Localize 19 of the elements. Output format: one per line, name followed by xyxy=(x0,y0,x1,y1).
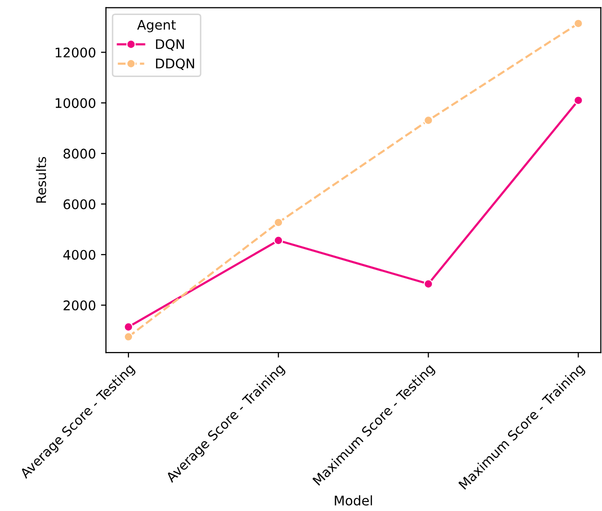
point xyxy=(574,18,583,28)
y-tick-label: 12000 xyxy=(56,48,96,58)
point xyxy=(274,236,284,246)
y-tick-label: 2000 xyxy=(64,300,96,310)
point xyxy=(424,279,434,289)
y-tick-label: 10000 xyxy=(56,98,96,108)
y-tick-label: 4000 xyxy=(63,250,96,260)
x-axis-title: Model xyxy=(334,495,372,506)
point xyxy=(124,332,134,342)
legend-label: DDQN xyxy=(156,58,194,70)
point xyxy=(274,218,284,228)
legend-title: Agent xyxy=(137,20,176,32)
y-axis-title: Results xyxy=(36,156,46,203)
point xyxy=(574,96,583,106)
y-tick-label: 6000 xyxy=(64,199,96,210)
point xyxy=(424,116,434,126)
y-tick-label: 8000 xyxy=(64,148,96,159)
point xyxy=(124,322,134,332)
legend-label: DQN xyxy=(156,39,184,51)
